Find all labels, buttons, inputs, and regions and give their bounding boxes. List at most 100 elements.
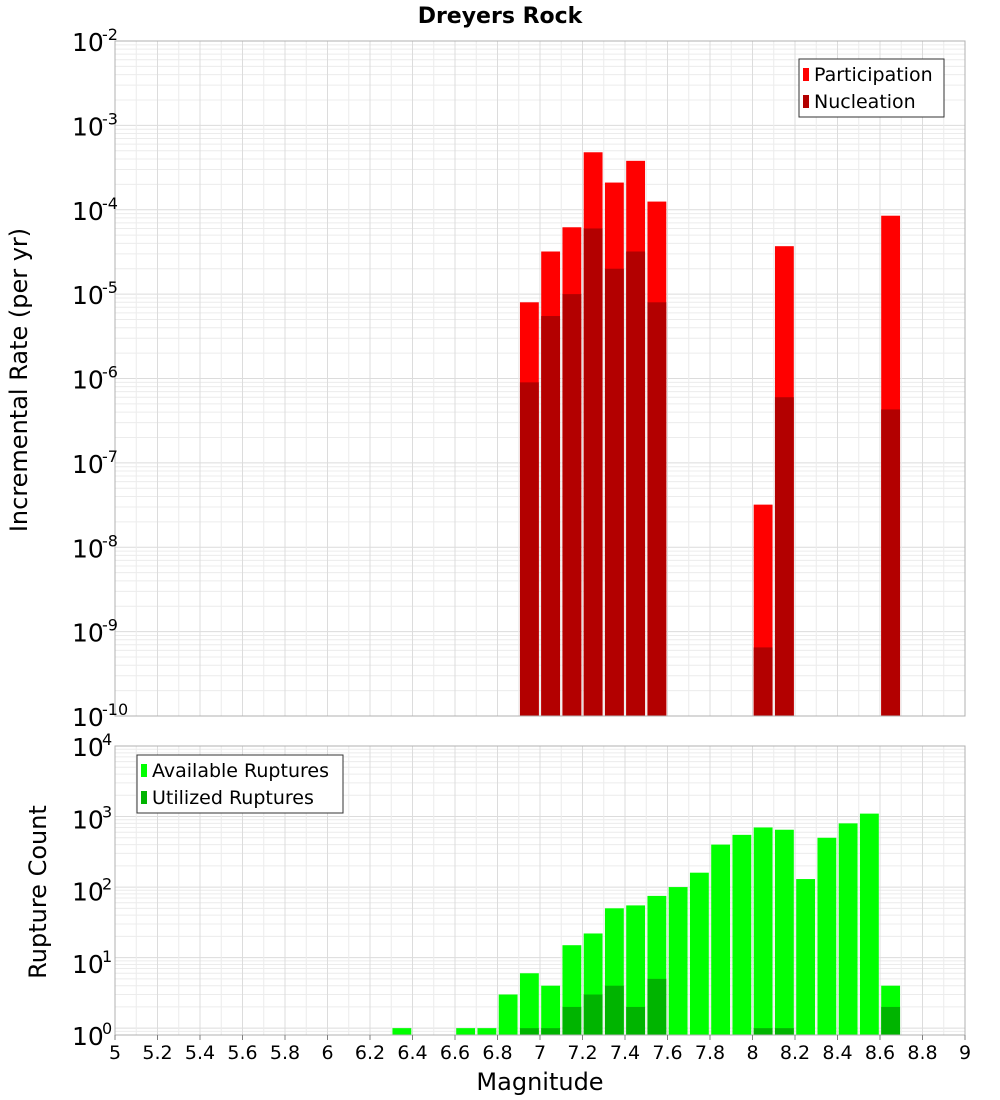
top-series-1-bar [753, 647, 773, 716]
x-tick-label: 5.4 [185, 1042, 215, 1064]
bottom-series-1-bar [541, 1028, 561, 1035]
bottom-series-0-bar [689, 872, 709, 1035]
x-tick-label: 8.6 [865, 1042, 895, 1064]
top-y-tick-base: 10 [72, 366, 104, 395]
x-tick-label: 6.2 [355, 1042, 385, 1064]
top-series-1-bar [562, 294, 582, 716]
x-tick-labels: 5 5.2 5.4 5.6 5.8 6 6.2 6.4 6.6 6.8 7 7.2 7.4 7.6 7.8 8… [109, 1035, 971, 1064]
x-tick-label: 7 [534, 1042, 546, 1064]
bottom-series-0-bar [838, 823, 858, 1035]
bottom-legend-swatch [141, 791, 147, 804]
top-y-tick-exponent: -2 [102, 25, 118, 44]
top-y-tick-base: 10 [72, 534, 104, 563]
x-tick-label: 6.6 [440, 1042, 470, 1064]
bottom-y-tick-exponent: 0 [102, 1019, 112, 1038]
bottom-y-axis-label: Rupture Count [24, 805, 52, 979]
bottom-series-0-bar [541, 985, 561, 1035]
top-series-1-bar [583, 228, 603, 716]
bottom-series-1-bar [881, 1006, 901, 1035]
top-y-tick-exponent: -3 [102, 109, 118, 128]
x-tick-label: 5 [109, 1042, 121, 1064]
bottom-series-0-bar [498, 994, 518, 1035]
chart-title: Dreyers Rock [418, 4, 584, 29]
top-series-1-bar [881, 409, 901, 716]
bottom-series-1-bar [626, 1006, 646, 1035]
bottom-series-0-bar [796, 879, 816, 1035]
bottom-legend-swatch [141, 764, 147, 777]
top-y-tick-base: 10 [72, 703, 104, 732]
bottom-series-0-bar [392, 1028, 412, 1035]
top-y-tick-exponent: -7 [102, 447, 118, 466]
bottom-y-tick-base: 10 [72, 950, 104, 979]
bottom-series-1-bar [562, 1006, 582, 1035]
x-tick-label: 9 [959, 1042, 971, 1064]
top-plot: 10-210-310-410-510-610-710-810-910-10Par… [72, 25, 966, 732]
bottom-y-tick-exponent: 1 [102, 947, 112, 966]
bottom-series-1-bar [604, 985, 624, 1035]
x-tick-label: 7.2 [567, 1042, 597, 1064]
bottom-y-tick-base: 10 [72, 878, 104, 907]
top-y-tick-base: 10 [72, 112, 104, 141]
bottom-y-tick-exponent: 2 [102, 875, 112, 894]
bottom-series-0-bar [711, 844, 731, 1035]
bottom-series-1-bar [647, 978, 667, 1035]
top-y-tick-exponent: -9 [102, 616, 118, 635]
bottom-series-0-bar [626, 905, 646, 1035]
bottom-series-0-bar [753, 827, 773, 1035]
x-tick-label: 6.8 [482, 1042, 512, 1064]
bottom-y-tick-base: 10 [72, 805, 104, 834]
bottom-series-0-bar [477, 1028, 497, 1035]
x-tick-label: 7.6 [652, 1042, 682, 1064]
x-tick-label: 8.2 [780, 1042, 810, 1064]
top-legend-label: Nucleation [814, 91, 916, 113]
top-y-tick-exponent: -5 [102, 278, 118, 297]
x-tick-label: 5.2 [142, 1042, 172, 1064]
x-axis-label: Magnitude [476, 1068, 603, 1096]
top-y-tick-exponent: -4 [102, 194, 118, 213]
bottom-series-1-bar [753, 1028, 773, 1035]
x-tick-label: 6 [321, 1042, 333, 1064]
top-series-1-bar [604, 268, 624, 716]
bottom-y-tick-base: 10 [72, 733, 104, 762]
x-tick-label: 6.4 [397, 1042, 427, 1064]
top-series-1-bar [519, 382, 539, 716]
top-series-1-bar [626, 251, 646, 716]
x-tick-label: 8 [746, 1042, 758, 1064]
bottom-legend-label: Available Ruptures [152, 760, 329, 782]
top-y-tick-exponent: -8 [102, 531, 118, 550]
bottom-series-1-bar [774, 1028, 794, 1035]
top-series-1-bar [647, 302, 667, 716]
x-tick-label: 8.4 [822, 1042, 852, 1064]
x-tick-label: 5.6 [227, 1042, 257, 1064]
top-y-tick-base: 10 [72, 197, 104, 226]
top-y-tick-base: 10 [72, 450, 104, 479]
bottom-series-0-bar [668, 887, 688, 1035]
bottom-series-0-bar [774, 829, 794, 1035]
top-y-axis-label: Incremental Rate (per yr) [5, 228, 33, 532]
x-tick-label: 5.8 [270, 1042, 300, 1064]
bottom-series-0-bar [732, 834, 752, 1035]
bottom-y-tick-exponent: 4 [102, 730, 112, 749]
bottom-y-tick-base: 10 [72, 1022, 104, 1051]
bottom-series-0-bar [456, 1028, 476, 1035]
bottom-series-0-bar [519, 973, 539, 1035]
bottom-series-0-bar [817, 837, 837, 1035]
bottom-y-tick-exponent: 3 [102, 802, 112, 821]
bottom-legend-label: Utilized Ruptures [152, 787, 314, 809]
top-y-tick-base: 10 [72, 281, 104, 310]
top-series-1-bar [774, 397, 794, 716]
x-tick-label: 7.8 [695, 1042, 725, 1064]
top-legend [798, 58, 945, 118]
x-tick-label: 7.4 [610, 1042, 640, 1064]
top-legend-label: Participation [814, 64, 933, 86]
bottom-series-1-bar [583, 994, 603, 1035]
top-y-tick-exponent: -6 [102, 363, 118, 382]
top-plot-border [114, 40, 966, 717]
bottom-legend [136, 754, 344, 814]
bottom-series-0-bar [859, 813, 879, 1035]
top-legend-swatch [803, 68, 809, 81]
top-y-tick-base: 10 [72, 619, 104, 648]
top-legend-swatch [803, 95, 809, 108]
top-y-tick-exponent: -10 [102, 700, 128, 719]
